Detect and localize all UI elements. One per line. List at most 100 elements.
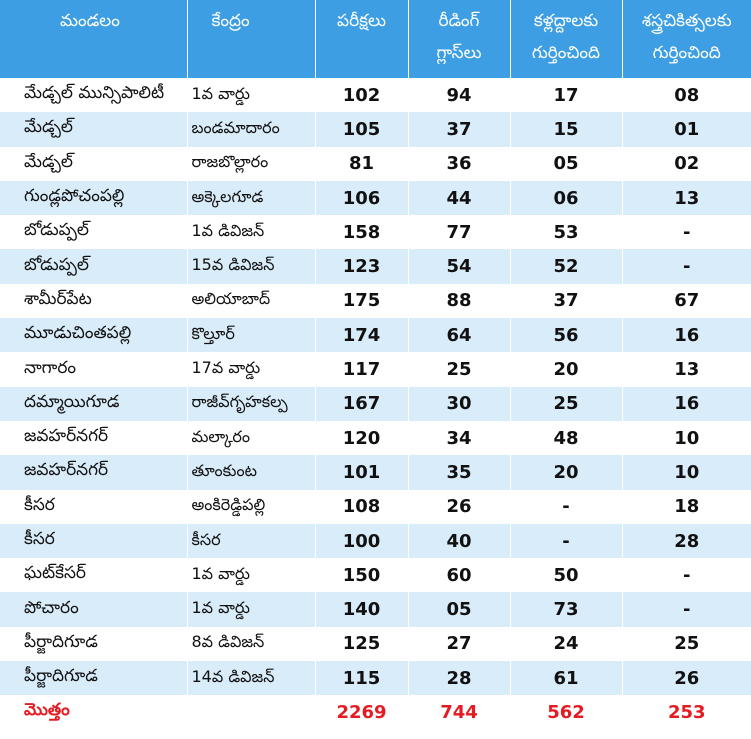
cell-cataract: - (510, 523, 623, 559)
cell-mandal: బోడుప్పల్‌ (0, 215, 188, 250)
cell-cataract: 37 (510, 283, 623, 319)
cell-cataract: 06 (510, 180, 623, 216)
cell-cataract: 20 (510, 352, 623, 387)
cell-tests: 100 (315, 523, 409, 559)
total-tests: 2269 (315, 695, 409, 730)
cell-cataract: 15 (510, 112, 623, 147)
header-cataract-line2: గుర్తించింది (531, 43, 601, 63)
table-row: మూడుచింతపల్లి కొల్తూర్‌ 174 64 56 16 (0, 318, 751, 353)
cell-kendram: 1వ వార్డు (187, 558, 316, 593)
cell-tests: 167 (315, 386, 409, 421)
cell-kendram: బండమాదారం (187, 112, 316, 147)
cell-surgery: - (622, 558, 751, 593)
cell-cataract: 56 (510, 318, 623, 353)
cell-surgery: 25 (622, 626, 751, 662)
cell-mandal: జవహర్‌నగర్‌ (0, 455, 188, 490)
cell-kendram: మల్కారం (187, 420, 316, 456)
header-glasses-line2: గ్లాస్‌లు (436, 43, 482, 63)
cell-mandal: కీసర (0, 523, 188, 559)
cell-cataract: 73 (510, 592, 623, 627)
cell-mandal: మేడ్చల్‌ (0, 146, 188, 181)
cell-glasses: 60 (408, 558, 511, 593)
cell-tests: 123 (315, 249, 409, 284)
table-row: ఘట్‌కేసర్‌ 1వ వార్డు 150 60 50 - (0, 558, 751, 593)
cell-glasses: 77 (408, 215, 511, 250)
table-row: జవహర్‌నగర్‌ మల్కారం 120 34 48 10 (0, 420, 751, 456)
table-row: మేడ్చల్‌ రాజబొల్లారం 81 36 05 02 (0, 146, 751, 181)
cell-tests: 102 (315, 78, 409, 113)
cell-mandal: పోచారం (0, 592, 188, 627)
cell-cataract: 25 (510, 386, 623, 421)
cell-surgery: - (622, 592, 751, 627)
cell-glasses: 34 (408, 420, 511, 456)
table-row: పీర్జాదిగూడ 14వ డివిజన్‌ 115 28 61 26 (0, 661, 751, 696)
header-surgery-line1: శస్త్రచికిత్సలకు (641, 11, 732, 31)
total-surgery: 253 (622, 695, 751, 730)
cell-kendram: 1వ డివిజన్‌ (187, 215, 316, 250)
cell-cataract: 53 (510, 215, 623, 250)
cell-mandal: ఘట్‌కేసర్‌ (0, 558, 188, 593)
cell-mandal: దమ్మాయిగూడ (0, 386, 188, 421)
cell-tests: 81 (315, 146, 409, 181)
table-header: మండలం కేంద్రం పరీక్షలు రీడింగ్ గ్లాస్‌లు … (0, 0, 751, 78)
table-row: మేడ్చల్‌ బండమాదారం 105 37 15 01 (0, 112, 751, 147)
header-surgery-line2: గుర్తించింది (652, 43, 721, 63)
cell-kendram: కీసర (187, 523, 316, 559)
header-row: మండలం కేంద్రం పరీక్షలు రీడింగ్ గ్లాస్‌లు … (0, 0, 751, 78)
cell-cataract: 17 (510, 78, 623, 113)
cell-cataract: 61 (510, 661, 623, 696)
cell-tests: 175 (315, 283, 409, 319)
header-kendram-label: కేంద్రం (211, 11, 250, 31)
cell-surgery: 16 (622, 318, 751, 353)
cell-glasses: 25 (408, 352, 511, 387)
cell-mandal: మేడ్చల్‌ మున్సిపాలిటీ (0, 78, 188, 113)
cell-surgery: 18 (622, 489, 751, 524)
cell-kendram: రాజీవ్‌గృహకల్ప (187, 386, 316, 421)
cell-glasses: 94 (408, 78, 511, 113)
cell-mandal: కీసర (0, 489, 188, 524)
cell-glasses: 36 (408, 146, 511, 181)
cell-tests: 158 (315, 215, 409, 250)
cell-surgery: 28 (622, 523, 751, 559)
table-row: కీసర కీసర 100 40 - 28 (0, 523, 751, 559)
table-row: మేడ్చల్‌ మున్సిపాలిటీ 1వ వార్డు 102 94 1… (0, 78, 751, 113)
table-row: నాగారం 17వ వార్డు 117 25 20 13 (0, 352, 751, 387)
table-row: శామీర్‌పేట అలియాబాద్‌ 175 88 37 67 (0, 283, 751, 319)
table-row: బోడుప్పల్‌ 1వ డివిజన్‌ 158 77 53 - (0, 215, 751, 250)
header-surgery: శస్త్రచికిత్సలకు గుర్తించింది (622, 0, 751, 78)
total-kendram (187, 695, 316, 730)
table-row: జవహర్‌నగర్‌ తూంకుంట 101 35 20 10 (0, 455, 751, 490)
cell-cataract: - (510, 489, 623, 524)
cell-glasses: 54 (408, 249, 511, 284)
cell-cataract: 48 (510, 420, 623, 456)
cell-kendram: అంకిరెడ్డిపల్లి (187, 489, 316, 524)
cell-surgery: - (622, 249, 751, 284)
cell-surgery: 13 (622, 180, 751, 216)
cell-tests: 120 (315, 420, 409, 456)
cell-kendram: 15వ డివిజన్‌ (187, 249, 316, 284)
cell-mandal: పీర్జాదిగూడ (0, 661, 188, 696)
cell-kendram: 1వ వార్డు (187, 78, 316, 113)
cell-mandal: జవహర్‌నగర్‌ (0, 420, 188, 456)
cell-cataract: 52 (510, 249, 623, 284)
cell-cataract: 05 (510, 146, 623, 181)
cell-tests: 101 (315, 455, 409, 490)
cell-kendram: తూంకుంట (187, 455, 316, 490)
cell-surgery: 16 (622, 386, 751, 421)
cell-kendram: 14వ డివిజన్‌ (187, 661, 316, 696)
cell-kendram: అక్కెలగూడ (187, 180, 316, 216)
cell-mandal: మూడుచింతపల్లి (0, 318, 188, 353)
cell-surgery: 26 (622, 661, 751, 696)
cell-surgery: 01 (622, 112, 751, 147)
header-kendram: కేంద్రం (187, 0, 316, 78)
cell-glasses: 40 (408, 523, 511, 559)
cell-tests: 115 (315, 661, 409, 696)
cell-mandal: బోడుప్పల్‌ (0, 249, 188, 284)
header-tests-line1: పరీక్షలు (337, 11, 386, 31)
cell-surgery: 10 (622, 420, 751, 456)
cell-kendram: రాజబొల్లారం (187, 146, 316, 181)
table-row: దమ్మాయిగూడ రాజీవ్‌గృహకల్ప 167 30 25 16 (0, 386, 751, 421)
cell-surgery: 10 (622, 455, 751, 490)
cell-tests: 150 (315, 558, 409, 593)
